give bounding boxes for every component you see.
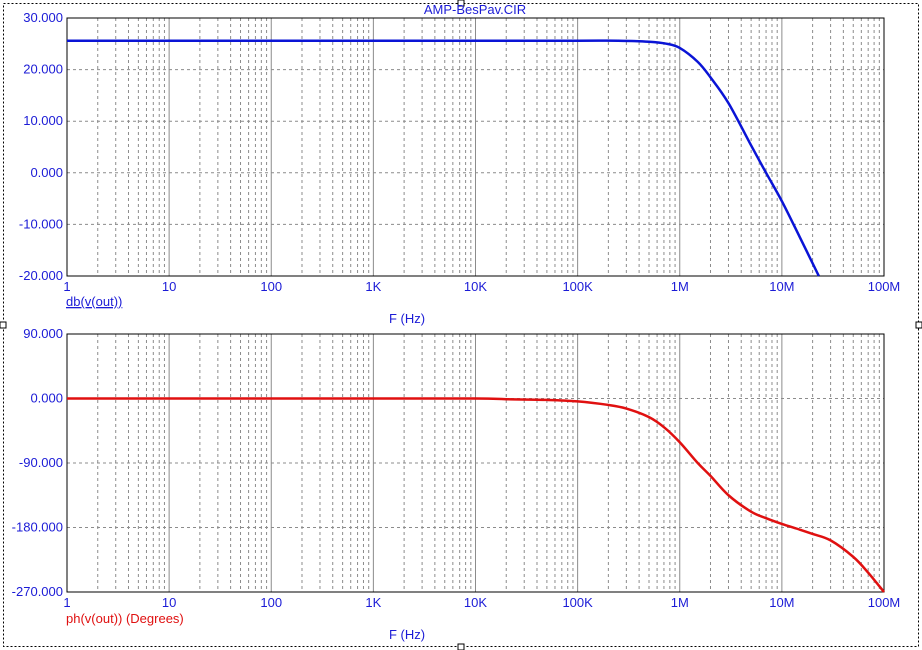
y-tick-label: 10.000 bbox=[23, 113, 63, 128]
y-tick-label: 90.000 bbox=[23, 326, 63, 341]
magnitude-xlabel: F (Hz) bbox=[389, 311, 425, 326]
resize-handle-top[interactable] bbox=[457, 0, 465, 7]
series-line bbox=[66, 397, 885, 593]
plot-frame bbox=[66, 17, 885, 277]
x-tick-label: 100 bbox=[260, 279, 282, 294]
x-tick-label: 100M bbox=[868, 595, 901, 610]
y-tick-label: -270.000 bbox=[12, 584, 63, 599]
y-tick-label: -90.000 bbox=[19, 455, 63, 470]
x-tick-label: 10 bbox=[162, 279, 176, 294]
y-tick-label: 20.000 bbox=[23, 62, 63, 77]
x-tick-label: 1K bbox=[365, 279, 381, 294]
x-tick-label: 1M bbox=[671, 595, 689, 610]
x-tick-label: 10K bbox=[464, 279, 487, 294]
x-tick-label: 1K bbox=[365, 595, 381, 610]
plot-title: AMP-BesPav.CIR bbox=[424, 2, 526, 17]
plot-frame bbox=[66, 333, 885, 593]
y-tick-label: 30.000 bbox=[23, 10, 63, 25]
x-tick-label: 100M bbox=[868, 279, 901, 294]
x-tick-label: 10M bbox=[769, 279, 794, 294]
x-tick-label: 100K bbox=[562, 279, 593, 294]
series-line bbox=[66, 39, 820, 277]
y-tick-label: -10.000 bbox=[19, 216, 63, 231]
window-frame bbox=[3, 3, 919, 647]
x-tick-label: 100K bbox=[562, 595, 593, 610]
resize-handle-right[interactable] bbox=[915, 321, 922, 329]
resize-handle-left[interactable] bbox=[0, 321, 7, 329]
x-tick-label: 100 bbox=[260, 595, 282, 610]
y-tick-label: -20.000 bbox=[19, 268, 63, 283]
y-tick-label: -180.000 bbox=[12, 520, 63, 535]
phase-xlabel: F (Hz) bbox=[389, 627, 425, 642]
x-tick-label: 10M bbox=[769, 595, 794, 610]
y-tick-label: 0.000 bbox=[30, 391, 63, 406]
x-tick-label: 10K bbox=[464, 595, 487, 610]
x-tick-label: 10 bbox=[162, 595, 176, 610]
y-tick-label: 0.000 bbox=[30, 165, 63, 180]
x-tick-label: 1M bbox=[671, 279, 689, 294]
x-tick-label: 1 bbox=[63, 279, 70, 294]
magnitude-series-label[interactable]: db(v(out)) bbox=[66, 294, 122, 309]
resize-handle-bottom[interactable] bbox=[457, 643, 465, 650]
phase-series-label[interactable]: ph(v(out)) (Degrees) bbox=[66, 611, 184, 626]
x-tick-label: 1 bbox=[63, 595, 70, 610]
